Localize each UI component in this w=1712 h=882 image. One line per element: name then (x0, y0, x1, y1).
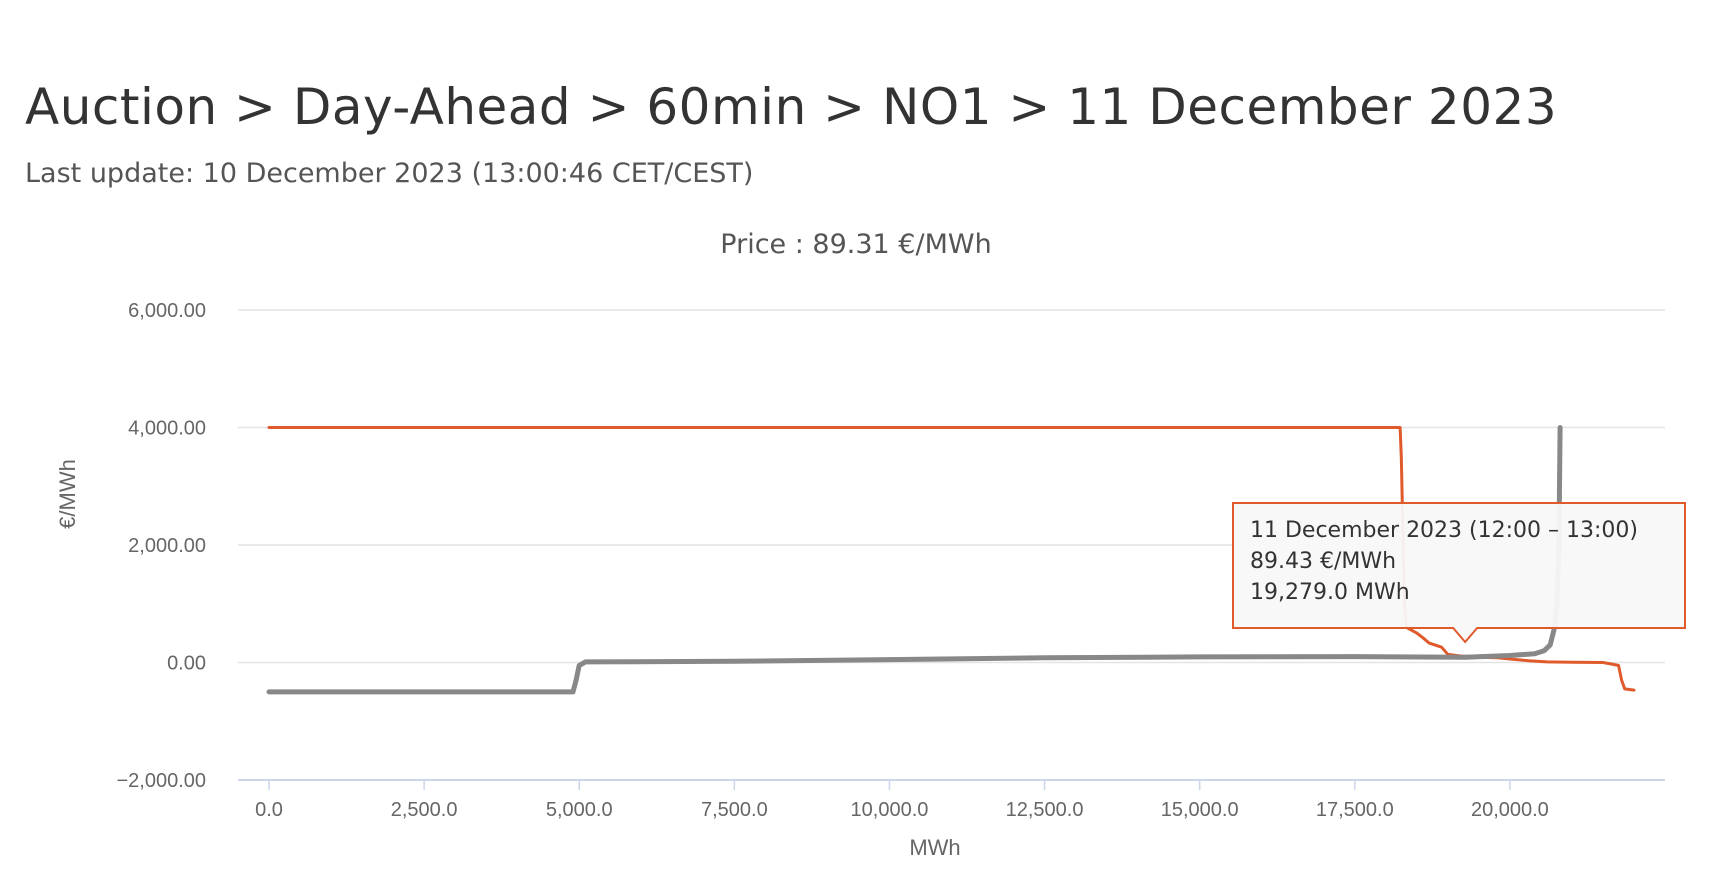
x-tick-label: 2,500.0 (391, 799, 458, 821)
x-tick-label: 17,500.0 (1316, 799, 1394, 821)
x-tick-label: 10,000.0 (851, 799, 929, 821)
tooltip-box (1232, 502, 1686, 644)
x-tick-label: 0.0 (255, 799, 283, 821)
chart-title: Price : 89.31 €/MWh (720, 229, 991, 260)
y-tick-label: 0.00 (167, 653, 206, 675)
last-update-text: Last update: 10 December 2023 (13:00:46 … (25, 158, 754, 189)
y-axis-title: €/MWh (55, 459, 80, 529)
tooltip-line: 89.43 €/MWh (1250, 549, 1396, 574)
y-tick-label: −2,000.00 (116, 770, 206, 792)
x-axis-title: MWh (909, 835, 960, 860)
tooltip-line: 11 December 2023 (12:00 – 13:00) (1250, 518, 1638, 543)
x-tick-label: 15,000.0 (1161, 799, 1239, 821)
page-title: Auction > Day-Ahead > 60min > NO1 > 11 D… (25, 78, 1558, 136)
y-tick-label: 6,000.00 (128, 300, 206, 322)
y-tick-label: 2,000.00 (128, 535, 206, 557)
x-tick-label: 7,500.0 (701, 799, 768, 821)
tooltip: 11 December 2023 (12:00 – 13:00) 89.43 €/… (1232, 502, 1686, 644)
x-tick-label: 5,000.0 (546, 799, 613, 821)
y-tick-label: 4,000.00 (128, 418, 206, 440)
x-tick-label: 12,500.0 (1006, 799, 1084, 821)
tooltip-line: 19,279.0 MWh (1250, 580, 1410, 605)
x-tick-label: 20,000.0 (1471, 799, 1549, 821)
axis-ticks: −2,000.00 0.00 2,000.00 4,000.00 6,000.00 0.0… (116, 300, 1548, 821)
